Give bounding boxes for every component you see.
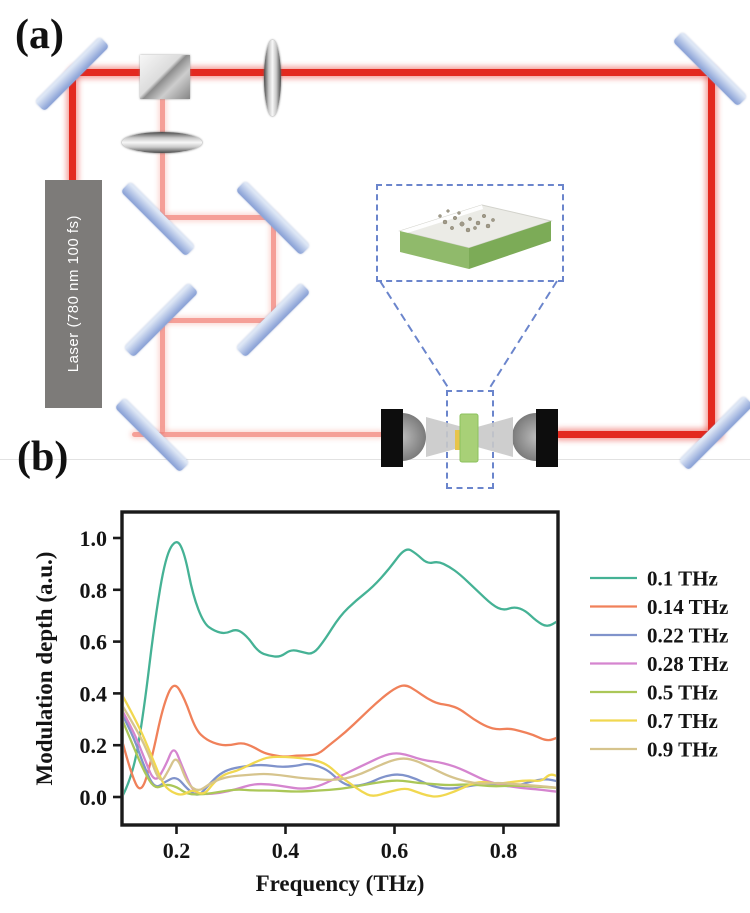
thz-detector (536, 409, 558, 467)
sample-substrate-edge (455, 430, 463, 450)
y-tick-label: 0.2 (80, 733, 108, 758)
x-tick-label: 0.2 (163, 838, 191, 863)
legend-label: 0.5 THz (647, 681, 718, 705)
legend-item: 0.22 THz (590, 624, 728, 648)
delay-beam-1 (160, 96, 165, 219)
laser-beam-bottom-right (556, 431, 721, 438)
laser-source: Laser (780 nm 100 fs) (45, 180, 102, 408)
legend-item: 0.7 THz (590, 709, 718, 733)
panel-b-label: (b) (17, 434, 69, 480)
panel-a-label: (a) (15, 12, 64, 58)
delay-beam-5 (160, 320, 165, 434)
y-tick-label: 0.8 (80, 578, 108, 603)
y-tick-label: 0.0 (80, 785, 108, 810)
x-tick-label: 0.6 (381, 838, 409, 863)
axis-ticks: 0.2 0.4 0.6 0.8 0.0 0.2 0.4 0.6 0.8 1.0 (80, 526, 518, 863)
legend-item: 0.14 THz (590, 595, 728, 619)
series-0.14-THz (124, 684, 556, 790)
chart-root: 0.2 0.4 0.6 0.8 0.0 0.2 0.4 0.6 0.8 1.0 Frequency … (32, 510, 728, 896)
panel-divider-line (0, 459, 750, 460)
y-tick-label: 1.0 (80, 526, 108, 551)
lens-horizontal (122, 132, 202, 153)
x-axis-title: Frequency (THz) (256, 871, 425, 896)
y-tick-label: 0.6 (80, 630, 108, 655)
beam-splitter-cube (140, 55, 190, 99)
laser-beam-vertical (69, 74, 76, 184)
legend-label: 0.22 THz (647, 624, 728, 648)
y-tick-label: 0.4 (80, 681, 108, 706)
delay-beam-3 (271, 217, 276, 321)
legend-label: 0.7 THz (647, 709, 718, 733)
sample-photo (398, 204, 553, 269)
x-tick-label: 0.8 (490, 838, 518, 863)
legend-label: 0.28 THz (647, 652, 728, 676)
series-0.28-THz (124, 711, 556, 796)
legend-label: 0.14 THz (647, 595, 728, 619)
series-0.9-THz (124, 706, 556, 792)
y-axis-title: Modulation depth (a.u.) (32, 552, 57, 786)
legend-item: 0.5 THz (590, 681, 718, 705)
legend-label: 0.9 THz (647, 738, 718, 762)
delay-beam-2 (160, 215, 276, 220)
chart-legend: 0.1 THz 0.14 THz 0.22 THz 0.28 THz 0.5 THz 0.… (590, 567, 728, 762)
legend-label: 0.1 THz (647, 567, 718, 591)
laser-beam-right (708, 72, 715, 434)
plot-frame (120, 510, 560, 827)
legend-item: 0.28 THz (590, 652, 728, 676)
lens-vertical (264, 40, 281, 116)
thz-emitter (381, 409, 403, 467)
series-0.5-THz (124, 721, 556, 796)
diagram-graphics (379, 204, 558, 463)
x-tick-label: 0.4 (272, 838, 300, 863)
sample-particles (438, 209, 495, 233)
sample-inset-box (376, 184, 564, 282)
series-0.7-THz (124, 695, 556, 798)
series-0.1-THz (124, 541, 556, 796)
delay-beam-6 (132, 432, 383, 437)
inset-funnel-lines (379, 280, 558, 390)
laser-beam-top (72, 69, 712, 76)
legend-item: 0.9 THz (590, 738, 718, 762)
sample-in-beam (459, 413, 479, 463)
chart-series (124, 541, 556, 798)
delay-beam-4 (162, 318, 276, 323)
legend-item: 0.1 THz (590, 567, 718, 591)
